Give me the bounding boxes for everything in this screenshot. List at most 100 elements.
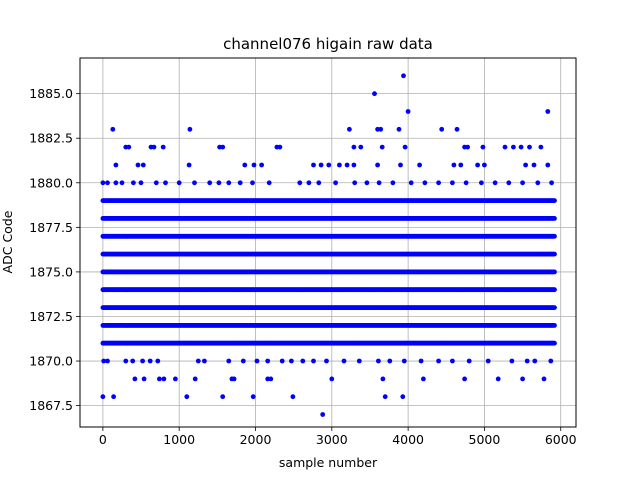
data-point: [511, 144, 516, 150]
data-point: [289, 358, 294, 364]
data-point: [176, 180, 182, 186]
data-point: [439, 126, 445, 132]
data-point: [509, 358, 515, 364]
data-point: [375, 162, 380, 168]
data-point: [396, 126, 402, 132]
data-point: [352, 180, 358, 186]
data-point: [356, 358, 362, 364]
data-point: [552, 198, 557, 204]
data-point: [485, 358, 491, 364]
data-point: [216, 180, 222, 186]
data-point: [138, 180, 144, 186]
data-point: [290, 394, 296, 400]
data-point: [186, 162, 192, 168]
data-point: [527, 144, 532, 150]
data-point: [119, 180, 125, 186]
data-point: [105, 180, 110, 186]
data-point: [326, 162, 332, 168]
data-point: [202, 358, 207, 364]
data-point: [390, 180, 396, 186]
data-point: [417, 162, 422, 168]
data-point: [405, 109, 411, 114]
data-point: [184, 394, 190, 400]
data-point: [538, 144, 544, 150]
data-point: [465, 144, 470, 150]
data-point: [113, 162, 119, 168]
data-point: [140, 162, 146, 168]
data-point: [451, 162, 457, 168]
data-point: [520, 180, 525, 186]
data-point: [382, 394, 388, 400]
data-point: [237, 180, 243, 186]
data-point: [240, 358, 246, 364]
data-point: [523, 162, 528, 168]
data-point: [552, 323, 557, 328]
data-point: [408, 180, 414, 186]
data-point: [192, 180, 197, 186]
data-point: [398, 162, 403, 168]
data-point: [402, 144, 408, 150]
data-point: [545, 162, 551, 168]
data-point: [531, 162, 537, 168]
data-point: [140, 358, 146, 364]
data-point: [482, 162, 487, 168]
data-point: [153, 180, 159, 186]
data-point: [318, 162, 324, 168]
data-point: [545, 109, 551, 114]
data-point: [552, 340, 557, 346]
data-point: [135, 162, 141, 168]
data-point: [358, 144, 364, 150]
data-point: [454, 126, 460, 132]
data-point: [341, 358, 347, 364]
data-point: [337, 162, 342, 168]
data-point: [147, 358, 153, 364]
data-point: [311, 162, 316, 168]
data-point: [552, 287, 557, 293]
data-point: [480, 144, 486, 150]
data-point: [475, 162, 480, 168]
data-point: [126, 144, 132, 150]
data-point: [518, 144, 524, 150]
data-point: [506, 180, 512, 186]
data-point: [463, 180, 469, 186]
data-point: [220, 394, 226, 400]
data-point: [436, 358, 441, 364]
data-point: [418, 358, 424, 364]
plot-area: [80, 58, 576, 427]
data-point: [458, 162, 464, 168]
data-point: [130, 358, 136, 364]
data-point: [265, 358, 271, 364]
data-point: [306, 180, 312, 186]
data-point: [552, 216, 557, 221]
data-point: [316, 180, 322, 186]
data-point: [259, 162, 264, 168]
data-point: [111, 394, 116, 400]
data-point: [422, 180, 428, 186]
data-point: [226, 358, 232, 364]
data-point: [187, 126, 193, 132]
data-point: [552, 251, 557, 257]
data-point: [320, 412, 326, 417]
data-point: [450, 358, 455, 364]
data-point: [297, 180, 303, 186]
data-point: [311, 358, 316, 364]
data-point: [254, 358, 260, 364]
data-point: [364, 180, 370, 186]
data-point: [250, 180, 255, 186]
data-point: [436, 180, 441, 186]
data-point: [195, 358, 201, 364]
data-point: [100, 180, 106, 186]
data-point: [492, 180, 498, 186]
data-point: [160, 144, 166, 150]
data-point: [401, 73, 406, 79]
data-point: [376, 358, 381, 364]
data-point: [113, 180, 119, 186]
data-point: [105, 358, 110, 364]
data-point: [387, 358, 393, 364]
data-point: [163, 180, 168, 186]
data-point: [110, 126, 116, 132]
data-point: [344, 162, 350, 168]
data-point: [155, 358, 161, 364]
data-point: [372, 91, 377, 97]
